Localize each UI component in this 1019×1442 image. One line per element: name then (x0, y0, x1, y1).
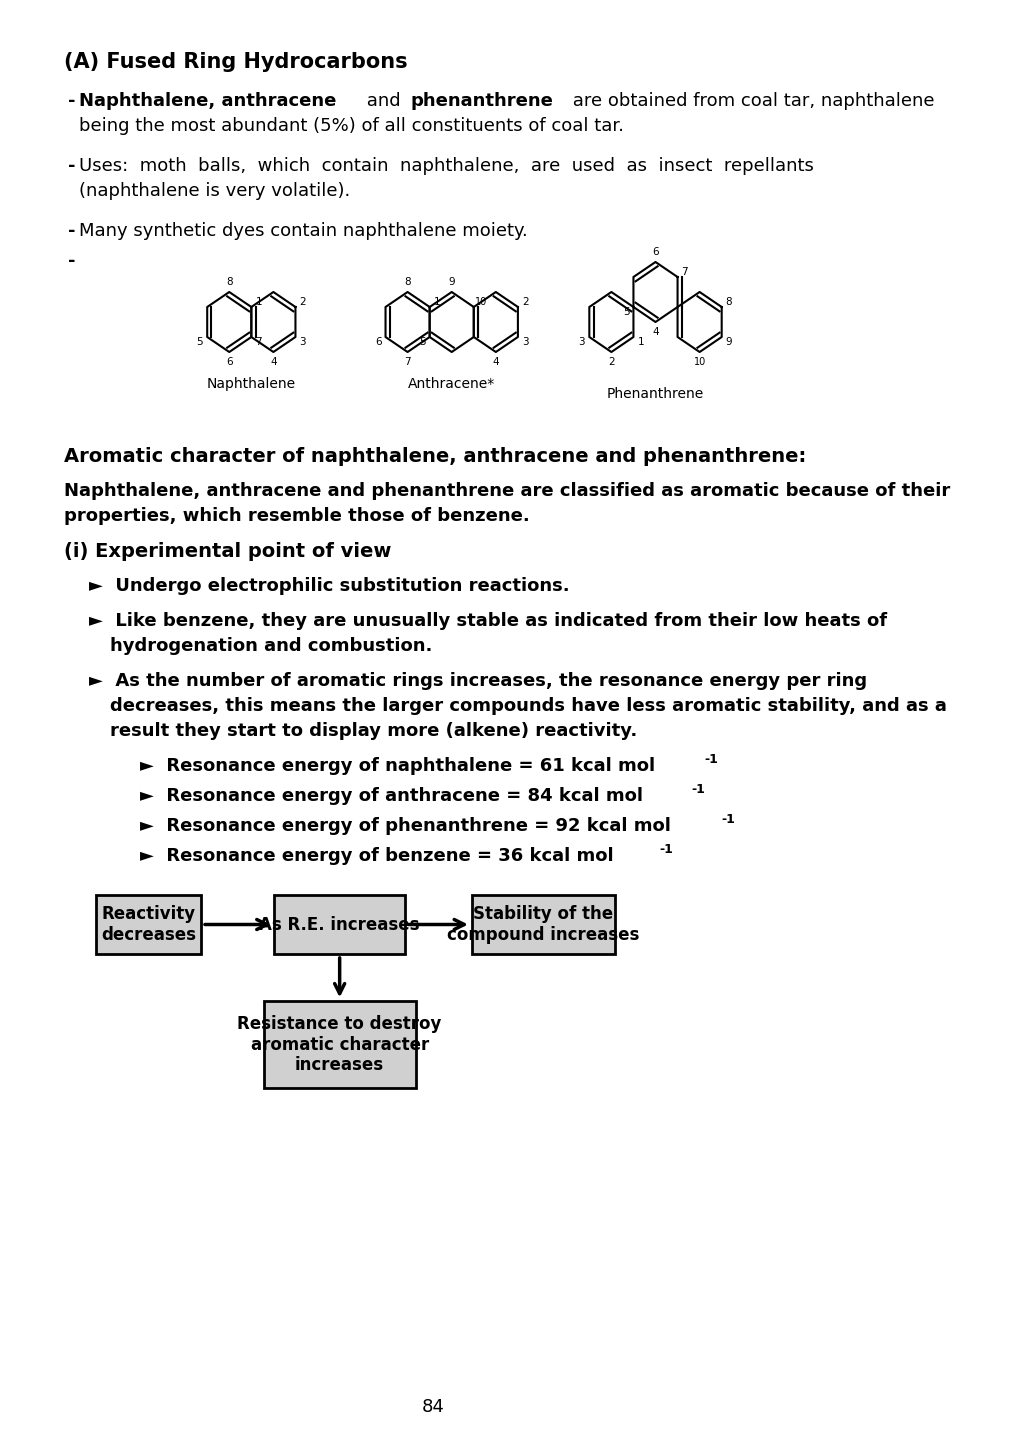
Text: 4: 4 (651, 327, 658, 337)
Text: 7: 7 (681, 267, 688, 277)
Text: 7: 7 (404, 358, 411, 368)
Text: are obtained from coal tar, naphthalene: are obtained from coal tar, naphthalene (567, 92, 933, 110)
Text: ►  Resonance energy of phenanthrene = 92 kcal mol: ► Resonance energy of phenanthrene = 92 … (140, 818, 671, 835)
FancyBboxPatch shape (274, 895, 405, 955)
Text: 3: 3 (578, 337, 585, 348)
Text: hydrogenation and combustion.: hydrogenation and combustion. (110, 637, 432, 655)
Text: Many synthetic dyes contain naphthalene moiety.: Many synthetic dyes contain naphthalene … (78, 222, 527, 239)
Text: 5: 5 (197, 337, 203, 348)
Text: -1: -1 (704, 753, 717, 766)
Text: 2: 2 (300, 297, 306, 307)
Text: -1: -1 (658, 844, 673, 857)
Text: 10: 10 (693, 358, 705, 368)
Text: phenanthrene: phenanthrene (411, 92, 553, 110)
Text: ►  Like benzene, they are unusually stable as indicated from their low heats of: ► Like benzene, they are unusually stabl… (89, 611, 887, 630)
Text: 4: 4 (270, 358, 276, 368)
Text: (i) Experimental point of view: (i) Experimental point of view (63, 542, 390, 561)
Text: ►  Undergo electrophilic substitution reactions.: ► Undergo electrophilic substitution rea… (89, 577, 570, 596)
Text: -: - (68, 252, 75, 270)
FancyBboxPatch shape (96, 895, 201, 955)
Text: -1: -1 (721, 813, 735, 826)
Text: Phenanthrene: Phenanthrene (606, 386, 703, 401)
Text: 84: 84 (421, 1397, 444, 1416)
Text: Naphthalene, anthracene and phenanthrene are classified as aromatic because of t: Naphthalene, anthracene and phenanthrene… (63, 482, 949, 500)
Text: 8: 8 (726, 297, 732, 307)
Text: 2: 2 (522, 297, 528, 307)
Text: (A) Fused Ring Hydrocarbons: (A) Fused Ring Hydrocarbons (63, 52, 407, 72)
Text: ►  Resonance energy of benzene = 36 kcal mol: ► Resonance energy of benzene = 36 kcal … (140, 846, 613, 865)
Text: 6: 6 (651, 247, 658, 257)
FancyBboxPatch shape (471, 895, 614, 955)
Text: 10: 10 (475, 297, 487, 307)
Text: 4: 4 (492, 358, 498, 368)
Text: 6: 6 (375, 337, 381, 348)
Text: Resistance to destroy
aromatic character
increases: Resistance to destroy aromatic character… (237, 1015, 441, 1074)
Text: Stability of the
compound increases: Stability of the compound increases (446, 906, 639, 945)
Text: Naphthalene, anthracene: Naphthalene, anthracene (78, 92, 336, 110)
Text: 3: 3 (522, 337, 528, 348)
Text: 1: 1 (637, 337, 643, 348)
Text: -: - (68, 157, 75, 174)
Text: decreases, this means the larger compounds have less aromatic stability, and as : decreases, this means the larger compoun… (110, 696, 947, 715)
Text: 8: 8 (226, 277, 232, 287)
Text: ►  As the number of aromatic rings increases, the resonance energy per ring: ► As the number of aromatic rings increa… (89, 672, 866, 691)
Text: properties, which resemble those of benzene.: properties, which resemble those of benz… (63, 508, 529, 525)
Text: -: - (68, 92, 75, 110)
Text: being the most abundant (5%) of all constituents of coal tar.: being the most abundant (5%) of all cons… (78, 117, 624, 136)
Text: Reactivity
decreases: Reactivity decreases (101, 906, 196, 945)
Text: (naphthalene is very volatile).: (naphthalene is very volatile). (78, 182, 350, 200)
Text: and: and (361, 92, 406, 110)
Text: Aromatic character of naphthalene, anthracene and phenanthrene:: Aromatic character of naphthalene, anthr… (63, 447, 805, 466)
Text: ►  Resonance energy of anthracene = 84 kcal mol: ► Resonance energy of anthracene = 84 kc… (140, 787, 642, 805)
Text: -: - (68, 222, 75, 239)
Text: As R.E. increases: As R.E. increases (259, 916, 420, 933)
Text: 5: 5 (419, 337, 425, 348)
Text: Anthracene*: Anthracene* (408, 376, 495, 391)
Text: result they start to display more (alkene) reactivity.: result they start to display more (alken… (110, 722, 637, 740)
Text: 1: 1 (433, 297, 440, 307)
Text: 9: 9 (726, 337, 732, 348)
Text: Naphthalene: Naphthalene (207, 376, 296, 391)
Text: 7: 7 (255, 337, 262, 348)
Text: 8: 8 (404, 277, 411, 287)
Text: Uses:  moth  balls,  which  contain  naphthalene,  are  used  as  insect  repell: Uses: moth balls, which contain naphthal… (78, 157, 813, 174)
Text: 3: 3 (300, 337, 306, 348)
Text: 5: 5 (623, 307, 629, 317)
Text: ►  Resonance energy of naphthalene = 61 kcal mol: ► Resonance energy of naphthalene = 61 k… (140, 757, 654, 774)
Text: 2: 2 (607, 358, 614, 368)
Text: 6: 6 (226, 358, 232, 368)
Text: 1: 1 (255, 297, 262, 307)
FancyBboxPatch shape (263, 1001, 416, 1087)
Text: -1: -1 (691, 783, 704, 796)
Text: 9: 9 (448, 277, 454, 287)
